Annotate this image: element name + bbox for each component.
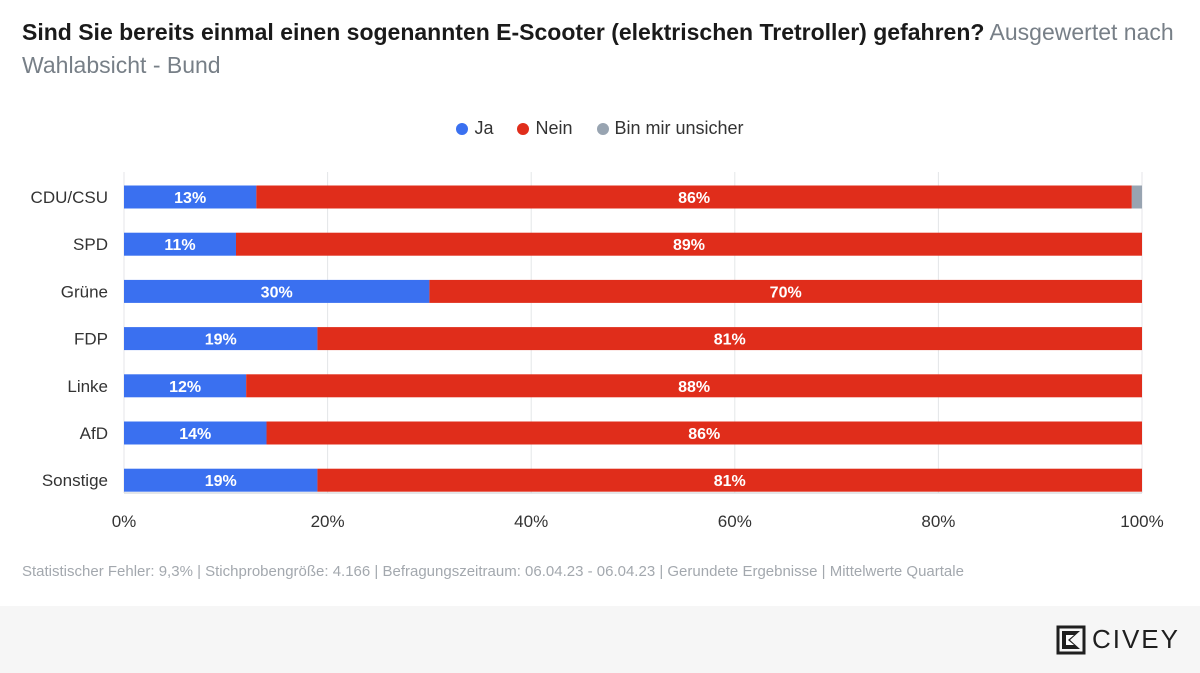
legend-dot-icon xyxy=(596,122,609,135)
bar-segment xyxy=(235,232,1143,256)
x-tick-label: 20% xyxy=(311,512,345,531)
data-label: 11% xyxy=(164,237,195,254)
bar-segment xyxy=(317,327,1142,351)
bar-chart: 0% 20% 40% 60% 80% 100% CDU/CSU 13% 86% SPD 11% 89%… xyxy=(31,172,1164,531)
bar-segment xyxy=(124,279,430,303)
legend-dot-icon xyxy=(517,122,530,135)
category-label: FDP xyxy=(74,330,108,349)
data-label: 19% xyxy=(205,332,237,349)
data-label: 86% xyxy=(688,426,720,443)
data-label: 13% xyxy=(174,190,206,207)
legend-item-nein: Nein xyxy=(517,118,573,139)
x-tick-label: 0% xyxy=(112,512,137,531)
bar-segment xyxy=(256,185,1132,209)
data-label: 81% xyxy=(714,332,746,349)
category-label: AfD xyxy=(80,424,108,443)
bar-segment xyxy=(124,468,318,492)
title-sub: Ausgewertet nach Wahlabsicht - Bund xyxy=(22,19,1174,78)
bar-segment xyxy=(317,468,1142,492)
data-label: 70% xyxy=(770,284,802,301)
bar-segment xyxy=(266,421,1142,445)
data-label: 89% xyxy=(673,237,705,254)
bar-segment xyxy=(124,185,257,209)
category-label: SPD xyxy=(73,235,108,254)
civey-logo-icon xyxy=(1056,625,1086,654)
x-tick-label: 40% xyxy=(514,512,548,531)
category-label: Sonstige xyxy=(42,471,108,490)
footer-bar: CIVEY xyxy=(0,606,1200,673)
category-label: Grüne xyxy=(61,282,108,301)
x-tick-label: 60% xyxy=(718,512,752,531)
legend-label: Bin mir unsicher xyxy=(614,118,744,138)
data-label: 81% xyxy=(714,473,746,490)
data-label: 86% xyxy=(678,190,710,207)
data-label: 88% xyxy=(678,379,710,396)
data-label: 12% xyxy=(169,379,201,396)
bar-segment xyxy=(246,374,1142,398)
bar-segment xyxy=(124,327,318,351)
legend: Ja Nein Bin mir unsicher xyxy=(0,118,1200,139)
bar-segment xyxy=(1131,185,1142,209)
brand-logo[interactable]: CIVEY xyxy=(1056,624,1180,655)
brand-name: CIVEY xyxy=(1091,624,1180,654)
legend-item-ja: Ja xyxy=(456,118,493,139)
legend-item-unsicher: Bin mir unsicher xyxy=(596,118,744,139)
legend-dot-icon xyxy=(456,122,469,135)
data-label: 14% xyxy=(179,426,211,443)
data-label: 19% xyxy=(205,473,237,490)
category-label: CDU/CSU xyxy=(31,188,108,207)
bar-segment xyxy=(124,374,247,398)
legend-label: Ja xyxy=(474,118,494,138)
x-tick-label: 100% xyxy=(1120,512,1163,531)
bar-segment xyxy=(124,232,236,256)
bar-segment xyxy=(429,279,1142,303)
title-main: Sind Sie bereits einmal einen sogenannte… xyxy=(22,19,985,45)
data-label: 30% xyxy=(261,284,293,301)
bar-segment xyxy=(124,421,267,445)
footnote: Statistischer Fehler: 9,3% | Stichproben… xyxy=(22,563,964,580)
chart-title: Sind Sie bereits einmal einen sogenannte… xyxy=(22,16,1182,82)
category-label: Linke xyxy=(67,377,108,396)
x-tick-label: 80% xyxy=(921,512,955,531)
legend-label: Nein xyxy=(535,118,573,138)
